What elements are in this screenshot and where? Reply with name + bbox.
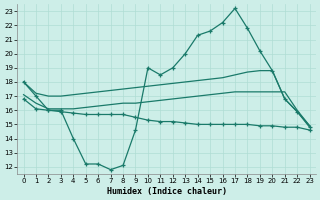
X-axis label: Humidex (Indice chaleur): Humidex (Indice chaleur) bbox=[107, 187, 227, 196]
